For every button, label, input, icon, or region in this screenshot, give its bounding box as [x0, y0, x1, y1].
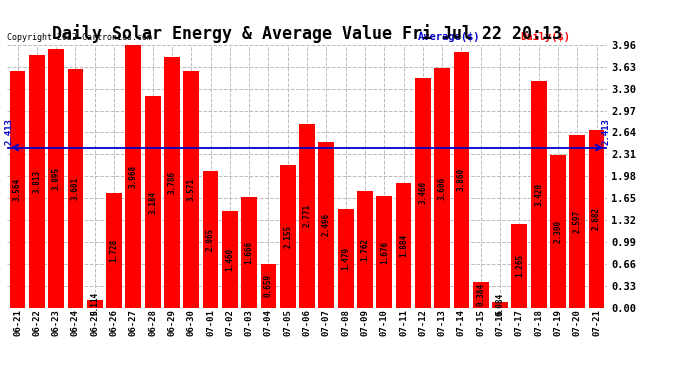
Text: 3.601: 3.601 — [71, 177, 80, 200]
Text: Copyright 2022 Cartronics.com: Copyright 2022 Cartronics.com — [7, 33, 152, 42]
Text: 1.666: 1.666 — [245, 241, 254, 264]
Bar — [10, 71, 26, 308]
Text: 2.682: 2.682 — [592, 207, 601, 230]
Text: Daily($): Daily($) — [520, 32, 570, 42]
Bar — [376, 196, 392, 308]
Bar — [569, 135, 585, 308]
Text: 2.413: 2.413 — [5, 118, 14, 145]
Text: 2.496: 2.496 — [322, 213, 331, 236]
Text: 2.065: 2.065 — [206, 228, 215, 251]
Text: 3.786: 3.786 — [168, 171, 177, 194]
Bar — [126, 45, 141, 308]
Text: 3.571: 3.571 — [187, 178, 196, 201]
Text: 1.728: 1.728 — [110, 238, 119, 262]
Bar — [511, 224, 527, 308]
Text: 1.762: 1.762 — [360, 237, 369, 261]
Text: 3.606: 3.606 — [437, 176, 446, 200]
Text: 0.114: 0.114 — [90, 292, 99, 315]
Text: 2.155: 2.155 — [284, 225, 293, 248]
Bar — [319, 142, 334, 308]
Bar — [261, 264, 277, 308]
Title: Daily Solar Energy & Average Value Fri Jul 22 20:13: Daily Solar Energy & Average Value Fri J… — [52, 24, 562, 44]
Text: 2.597: 2.597 — [573, 210, 582, 233]
Text: 0.659: 0.659 — [264, 274, 273, 297]
Text: 3.420: 3.420 — [534, 183, 543, 206]
Bar — [299, 124, 315, 308]
Bar — [492, 302, 508, 307]
Bar — [48, 49, 64, 308]
Text: 2.771: 2.771 — [302, 204, 312, 227]
Text: 3.564: 3.564 — [13, 178, 22, 201]
Bar — [357, 191, 373, 308]
Text: 1.676: 1.676 — [380, 240, 388, 264]
Bar — [68, 69, 83, 308]
Text: 3.813: 3.813 — [32, 170, 41, 193]
Bar — [434, 69, 450, 308]
Text: 1.265: 1.265 — [515, 254, 524, 277]
Bar — [531, 81, 546, 308]
Text: 3.184: 3.184 — [148, 190, 157, 213]
Bar — [395, 183, 411, 308]
Text: 2.413: 2.413 — [602, 118, 611, 145]
Text: 1.460: 1.460 — [226, 248, 235, 271]
Bar — [184, 71, 199, 308]
Text: 1.884: 1.884 — [399, 234, 408, 256]
Bar — [29, 55, 45, 308]
Text: 0.084: 0.084 — [495, 293, 504, 316]
Bar — [473, 282, 489, 308]
Bar — [164, 57, 180, 308]
Text: 3.860: 3.860 — [457, 168, 466, 191]
Text: 0.384: 0.384 — [476, 283, 485, 306]
Bar — [589, 130, 604, 308]
Bar — [453, 52, 469, 308]
Text: 1.479: 1.479 — [341, 247, 350, 270]
Text: 3.895: 3.895 — [52, 167, 61, 190]
Bar — [203, 171, 219, 308]
Bar — [280, 165, 295, 308]
Bar — [241, 197, 257, 308]
Bar — [415, 78, 431, 308]
Text: 3.460: 3.460 — [418, 181, 427, 204]
Bar — [145, 96, 161, 308]
Bar — [337, 210, 353, 308]
Bar — [87, 300, 103, 307]
Text: 2.300: 2.300 — [553, 220, 562, 243]
Text: 3.968: 3.968 — [129, 164, 138, 188]
Bar — [550, 155, 566, 308]
Bar — [106, 193, 122, 308]
Text: Average($): Average($) — [418, 32, 481, 42]
Bar — [222, 211, 238, 308]
